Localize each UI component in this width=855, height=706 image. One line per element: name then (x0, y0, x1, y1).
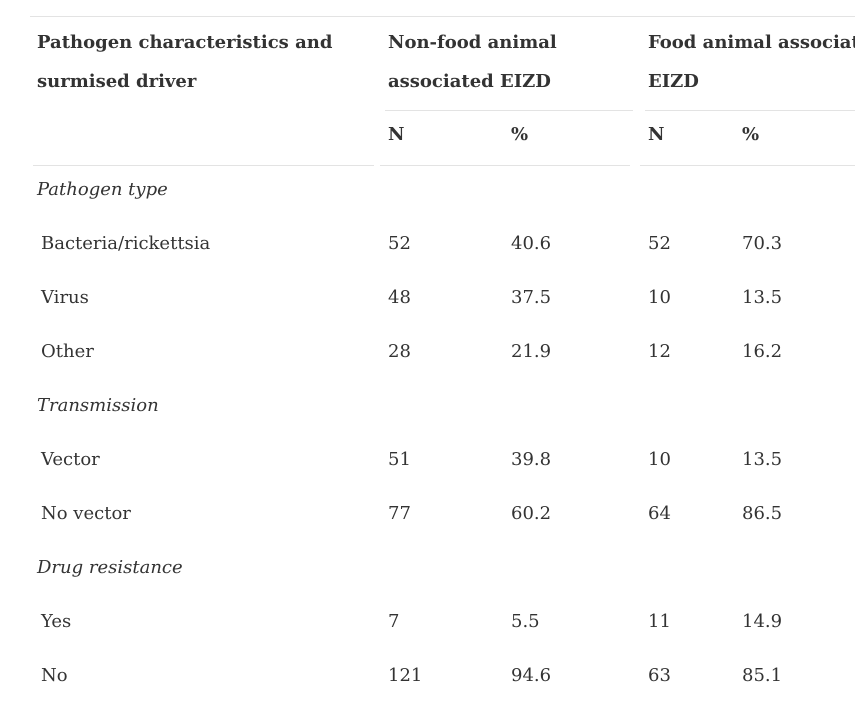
cell-pct-non-food: 39.8 (511, 449, 552, 470)
row-label: Bacteria/rickettsia (41, 233, 211, 254)
cell-pct-food: 14.9 (742, 611, 783, 632)
section-title-transmission: Transmission (37, 395, 159, 416)
cell-pct-non-food: 21.9 (511, 341, 552, 362)
row-label: Vector (41, 449, 100, 470)
cell-n-food: 11 (648, 611, 671, 632)
row-label: No vector (41, 503, 131, 524)
section-title-pathogen-type: Pathogen type (37, 179, 168, 200)
cell-n-food: 63 (648, 665, 671, 686)
cell-pct-non-food: 5.5 (511, 611, 540, 632)
subheader-pct-non-food: % (511, 124, 529, 145)
row-label: Other (41, 341, 94, 362)
cell-pct-food: 13.5 (742, 287, 783, 308)
cell-pct-non-food: 40.6 (511, 233, 552, 254)
cell-pct-food: 70.3 (742, 233, 783, 254)
cell-pct-non-food: 37.5 (511, 287, 552, 308)
cell-pct-food: 86.5 (742, 503, 783, 524)
cell-n-food: 52 (648, 233, 671, 254)
header-non-food-animal: Non-food animal associated EIZD (388, 32, 557, 92)
section-title-drug-resistance: Drug resistance (37, 557, 183, 578)
subheader-n-non-food: N (388, 124, 405, 145)
cell-pct-food: 85.1 (742, 665, 783, 686)
cell-n-non-food: 51 (388, 449, 411, 470)
subheader-pct-food: % (742, 124, 760, 145)
cell-n-non-food: 7 (388, 611, 400, 632)
row-label: No (41, 665, 68, 686)
cell-n-non-food: 77 (388, 503, 411, 524)
table-top-rule (30, 16, 855, 17)
cell-n-non-food: 48 (388, 287, 411, 308)
header-group-rule-non-food (385, 110, 633, 111)
cell-pct-food: 13.5 (742, 449, 783, 470)
cell-n-non-food: 28 (388, 341, 411, 362)
cell-n-food: 10 (648, 287, 671, 308)
cell-pct-non-food: 94.6 (511, 665, 552, 686)
header-pathogen-characteristics: Pathogen characteristics and surmised dri… (37, 32, 333, 92)
subheader-n-food: N (648, 124, 665, 145)
header-bottom-rule-col0 (33, 165, 374, 166)
row-label: Virus (41, 287, 89, 308)
row-label: Yes (41, 611, 72, 632)
header-bottom-rule-col1 (380, 165, 630, 166)
cell-n-food: 12 (648, 341, 671, 362)
header-bottom-rule-col2 (640, 165, 855, 166)
cell-n-food: 10 (648, 449, 671, 470)
header-group-rule-food (645, 110, 855, 111)
cell-pct-food: 16.2 (742, 341, 783, 362)
cell-n-food: 64 (648, 503, 671, 524)
cell-n-non-food: 52 (388, 233, 411, 254)
cell-pct-non-food: 60.2 (511, 503, 552, 524)
cell-n-non-food: 121 (388, 665, 423, 686)
